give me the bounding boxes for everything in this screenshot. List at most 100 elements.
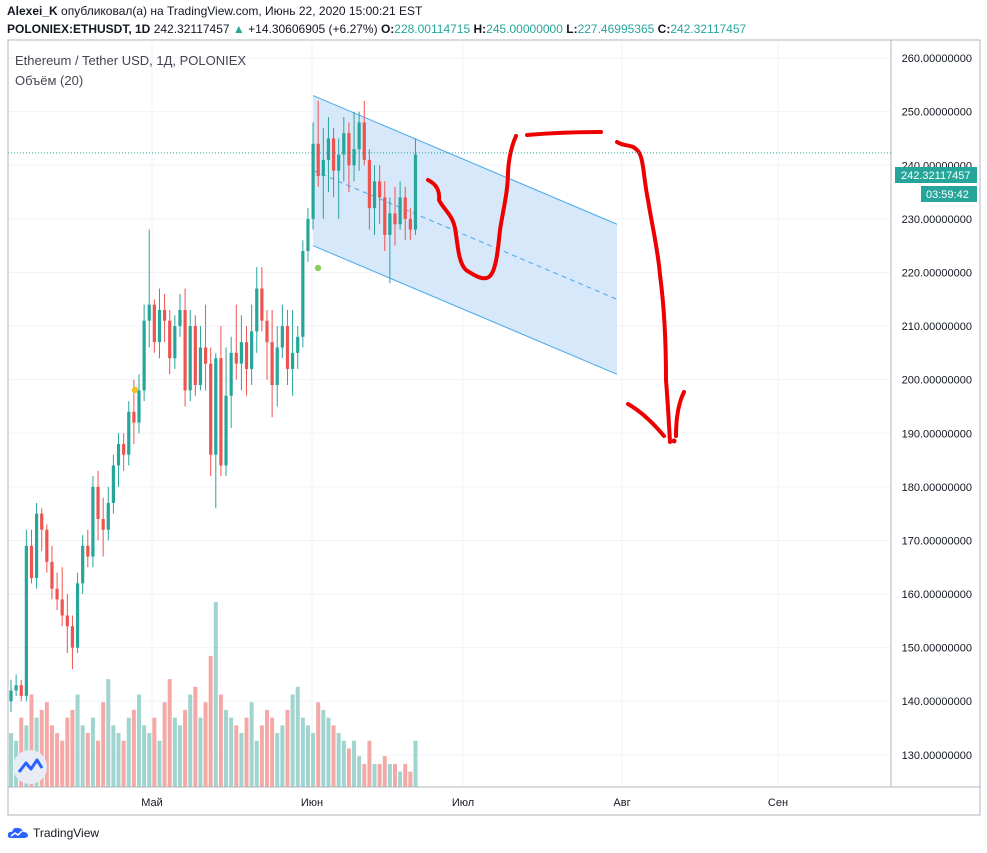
candle-body — [270, 342, 274, 386]
candle-body — [372, 181, 377, 209]
volume-bar — [152, 717, 157, 787]
price-tick-label: 200.00000000 — [902, 375, 972, 387]
close-label: C: — [657, 22, 671, 36]
volume-bar — [357, 756, 362, 787]
candle-body — [316, 143, 320, 176]
volume-bar — [172, 717, 177, 787]
publish-info: опубликовал(а) на TradingView.com, Июнь … — [61, 4, 423, 18]
close-value: 242.32117457 — [670, 22, 747, 36]
price-tick-label: 190.00000000 — [902, 428, 972, 440]
candle-body — [111, 465, 115, 503]
time-tick-label: Сен — [768, 797, 788, 809]
volume-bar — [65, 717, 70, 787]
tv-watermark-icon — [13, 750, 47, 784]
volume-bar — [311, 733, 316, 787]
candle-body — [106, 502, 110, 530]
candle-body — [86, 545, 90, 557]
low-value: 227.46995365 — [577, 22, 655, 36]
chart-frame — [7, 39, 981, 816]
price-tick-label: 220.00000000 — [902, 267, 972, 279]
candle-body — [163, 309, 167, 321]
volume-bar — [44, 702, 49, 787]
red-stroke — [426, 134, 518, 281]
volume-bar — [259, 725, 264, 787]
volume-bar — [393, 763, 397, 787]
volume-bar — [367, 740, 372, 787]
volume-bar — [275, 733, 280, 787]
volume-bar — [336, 733, 341, 787]
candle-body — [29, 545, 34, 578]
candle-body — [311, 143, 315, 219]
volume-bar — [157, 740, 162, 787]
red-stroke — [626, 402, 666, 438]
volume-bar — [177, 725, 182, 787]
volume-bar — [29, 694, 34, 787]
candle-body — [239, 342, 243, 364]
volume-bar — [254, 740, 259, 787]
channel-lower-line — [312, 245, 618, 375]
volume-bar — [121, 740, 126, 787]
volume-bar — [183, 709, 188, 787]
volume-bar — [188, 694, 193, 787]
candle-body — [296, 336, 300, 353]
candle-body — [393, 213, 397, 225]
volume-bar — [341, 740, 346, 787]
tradingview-logo[interactable]: TradingView — [7, 826, 99, 840]
author-name[interactable]: Alexei_K — [7, 4, 58, 18]
candle-body — [45, 529, 49, 562]
parallel-channel[interactable] — [312, 95, 618, 375]
candle-body — [383, 197, 387, 235]
candle-body — [40, 513, 44, 530]
candle-body — [203, 347, 208, 364]
freehand-drawing[interactable] — [426, 130, 686, 444]
candle-body — [173, 326, 177, 359]
candle-body — [342, 133, 346, 155]
candle-body — [91, 486, 95, 557]
candle-body — [132, 411, 136, 423]
price-change: +14.30606905 (+6.27%) — [248, 22, 378, 36]
low-label: L: — [566, 22, 578, 36]
price-tick-label: 250.00000000 — [902, 107, 972, 119]
volume-bar — [96, 740, 101, 787]
volume-bar — [331, 725, 336, 787]
volume-bar — [111, 725, 116, 787]
volume-bars — [9, 602, 418, 787]
time-tick-label: Май — [141, 797, 163, 809]
volume-bar — [9, 733, 13, 787]
candle-body — [275, 347, 279, 386]
candle-body — [157, 309, 162, 343]
volume-bar — [142, 725, 147, 787]
last-price-tag: 242.32117457 03:59:42 — [895, 167, 977, 202]
candle-body — [152, 304, 156, 343]
volume-bar — [131, 709, 136, 787]
candle-body — [398, 197, 402, 225]
volume-bar — [126, 717, 131, 787]
candle-body — [352, 149, 356, 166]
volume-bar — [49, 725, 54, 787]
price-tick-label: 160.00000000 — [902, 589, 972, 601]
price-tick-label: 210.00000000 — [902, 321, 972, 333]
volume-bar — [106, 679, 111, 787]
volume-bar — [300, 717, 305, 787]
candle-body — [378, 181, 382, 198]
up-triangle-icon: ▲ — [232, 22, 245, 36]
red-stroke — [615, 140, 672, 444]
last-price-tag-value: 242.32117457 — [901, 170, 971, 182]
candle-body — [96, 486, 100, 520]
candle-body — [306, 218, 310, 252]
candle-body — [19, 685, 23, 696]
candle-body — [168, 320, 172, 359]
candle-body — [326, 138, 331, 160]
volume-bar — [413, 740, 418, 787]
candle-body — [70, 626, 75, 648]
price-tick-label: 230.00000000 — [902, 214, 972, 226]
volume-bar — [208, 655, 213, 787]
candle-body — [321, 159, 325, 176]
candle-body — [291, 352, 295, 369]
candle-body — [60, 599, 64, 616]
candle-body — [388, 213, 392, 235]
volume-bar — [352, 740, 357, 787]
time-tick-label: Авг — [613, 797, 630, 809]
time-tick-label: Июн — [301, 797, 323, 809]
